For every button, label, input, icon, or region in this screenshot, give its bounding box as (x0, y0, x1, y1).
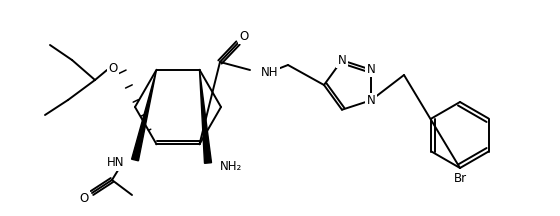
Text: NH₂: NH₂ (220, 160, 242, 173)
Polygon shape (199, 70, 212, 163)
Text: N: N (338, 54, 346, 67)
Text: N: N (367, 94, 375, 107)
Text: Br: Br (454, 173, 466, 186)
Text: HN: HN (106, 157, 124, 170)
Text: NH: NH (261, 67, 278, 79)
Text: O: O (239, 30, 249, 43)
Polygon shape (132, 70, 156, 161)
Text: O: O (109, 62, 118, 75)
Text: N: N (367, 63, 375, 76)
Text: O: O (80, 192, 88, 205)
